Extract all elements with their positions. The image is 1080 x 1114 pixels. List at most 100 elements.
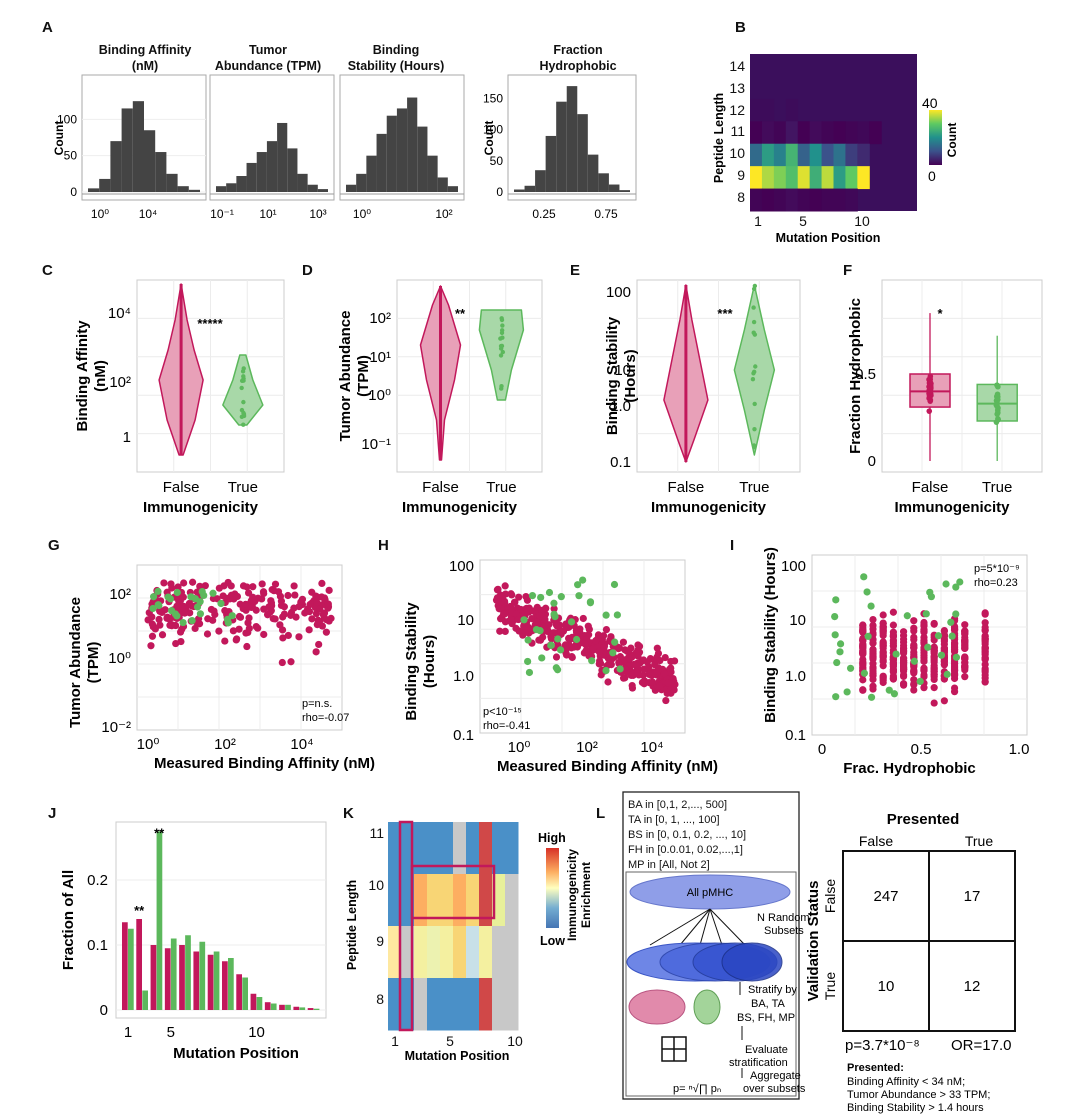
g-point-false: [279, 634, 287, 642]
g-point-true: [200, 591, 208, 600]
g-point-false: [233, 635, 241, 643]
i-point-false: [879, 638, 887, 646]
panel-label-l: L: [596, 805, 605, 822]
g-point-false: [155, 615, 163, 623]
g-point-false: [327, 614, 335, 622]
i-point-false: [981, 678, 989, 686]
l-param-ba: BA in [0,1, 2,..., 500]: [628, 799, 727, 811]
g-point-false: [203, 630, 212, 638]
j-ytick: 0: [100, 1002, 108, 1019]
g-point-false: [316, 605, 324, 613]
i-point-false: [910, 686, 918, 694]
d-point-true: [499, 383, 504, 389]
a1-bar: [110, 141, 122, 192]
h-point-false: [563, 623, 571, 632]
f-point-true: [994, 382, 1000, 388]
g-point-false: [160, 579, 168, 587]
panel-label-a: A: [42, 19, 53, 36]
k-legend-title-1: Immunogenicity: [565, 849, 579, 941]
i-point-false: [869, 682, 877, 690]
e-point-true: [751, 305, 756, 310]
g-point-false: [235, 625, 243, 633]
f-point-false: [926, 395, 932, 402]
a1-bar: [132, 101, 144, 192]
i-point-true: [952, 583, 960, 591]
b-cell: [845, 166, 858, 190]
h-point-true: [520, 616, 528, 624]
l-all-pmhc: All pMHC: [687, 887, 734, 899]
histogram-group: 0 50 100 10⁰ 10⁴ 10⁻¹ 10¹ 10³ 10⁰ 10² 0 50 100 150 0.2…: [57, 74, 637, 221]
h-stat-rho: rho=-0.41: [483, 720, 530, 732]
h-point-false: [536, 636, 545, 644]
b-cell: [750, 166, 763, 190]
k-cell: [427, 926, 441, 979]
h-xtick: 10⁰: [508, 739, 531, 756]
j-bar-true: [256, 997, 263, 1010]
a3-bar: [437, 177, 448, 192]
b-cell: [833, 188, 846, 212]
a3-bar: [396, 108, 408, 192]
i-point-false: [869, 653, 877, 661]
g-point-false: [227, 582, 235, 590]
i-xtick: 0: [818, 741, 826, 758]
b-cell: [750, 188, 763, 212]
i-point-false: [879, 625, 887, 634]
g-point-false: [242, 600, 250, 608]
a4-title-1: Fraction: [553, 43, 602, 57]
h-point-false: [640, 665, 648, 673]
k-cell: [453, 874, 467, 927]
i-xtick: 0.5: [911, 741, 932, 758]
i-point-false: [910, 617, 918, 625]
i-point-true: [890, 690, 898, 698]
k-ytick-11: 11: [369, 825, 384, 841]
i-point-true: [892, 650, 900, 658]
i-point-false: [859, 644, 867, 652]
i-point-true: [956, 578, 964, 586]
l-odds-ratio: OR=17.0: [951, 1037, 1011, 1054]
i-point-false: [930, 647, 938, 655]
i-point-false: [940, 627, 948, 635]
g-point-false: [258, 595, 266, 603]
k-ytick-9: 9: [376, 933, 384, 949]
d-xtick-true: True: [486, 479, 516, 496]
h-xlabel: Measured Binding Affinity (nM): [497, 758, 718, 775]
c-xtick-true: True: [228, 479, 258, 496]
c-ytick: 10²: [109, 374, 131, 391]
j-bar-true: [170, 938, 177, 1010]
e-point-true: [752, 332, 758, 337]
i-point-false: [961, 621, 969, 629]
b-cell: [785, 143, 799, 167]
l-agg-2: over subsets: [743, 1083, 806, 1095]
k-cell: [505, 822, 519, 875]
g-point-false: [204, 615, 212, 623]
e-point-true: [751, 371, 756, 376]
h-point-false: [572, 629, 581, 637]
k-legend-low: Low: [540, 934, 565, 948]
b-cell: [785, 166, 799, 190]
panel-label-k: K: [343, 805, 354, 822]
h-point-true: [550, 599, 558, 607]
h-point-false: [501, 627, 509, 636]
e-point-true: [753, 364, 758, 369]
k-xtick-1: 1: [391, 1033, 399, 1049]
i-point-true: [832, 596, 840, 604]
h-point-false: [506, 602, 515, 611]
i-point-true: [843, 688, 851, 696]
i-point-false: [930, 664, 938, 673]
a2-bar: [277, 122, 288, 192]
i-point-false: [930, 670, 938, 678]
g-point-false: [291, 591, 299, 599]
i-point-true: [863, 588, 871, 596]
h-point-false: [557, 628, 565, 636]
k-ylabel: Peptide Length: [345, 880, 359, 970]
panels-g-i: 10² 10⁰ 10⁻² 10⁰ 10² 10⁴ Measured Binding Affi…: [67, 547, 1029, 777]
j-bar-true: [213, 951, 220, 1010]
h-point-false: [589, 644, 597, 653]
k-cell: [453, 978, 467, 1031]
b-ytick-9: 9: [737, 167, 745, 183]
i-point-true: [934, 632, 943, 640]
l-random-2: Subsets: [764, 925, 804, 937]
g-point-false: [318, 622, 326, 630]
i-point-true: [942, 580, 950, 588]
